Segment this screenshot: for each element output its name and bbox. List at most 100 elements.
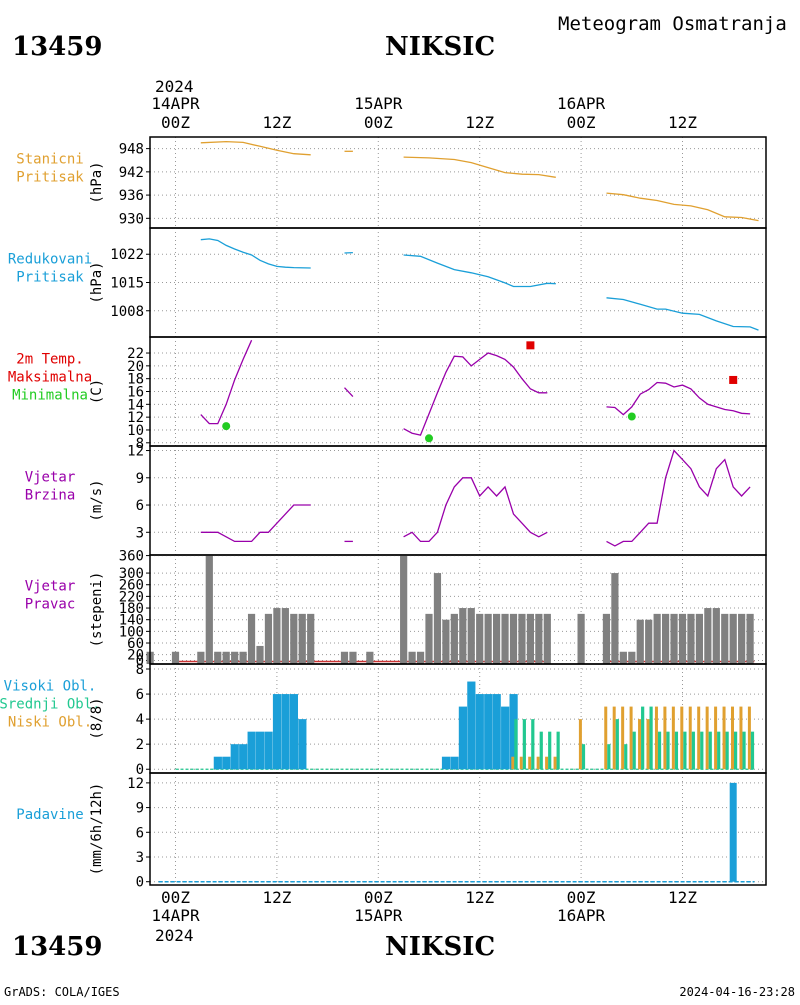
cloud-high-bar: [450, 757, 458, 770]
cloud-low-bar: [520, 757, 523, 770]
cloud-low-bar: [579, 719, 582, 769]
station-id-bottom: 13459: [12, 932, 102, 962]
y-tick-label: 6: [136, 498, 144, 514]
y-tick-label: 4: [136, 712, 144, 728]
cloud-high-bar: [273, 694, 281, 769]
cloud-high-bar: [476, 694, 484, 769]
cloud-mid-bar: [751, 732, 754, 770]
cloud-mid-bar: [540, 732, 543, 770]
cloud-low-bar: [748, 707, 751, 770]
wind-dir-bar: [442, 620, 449, 664]
cloud-low-bar: [630, 707, 633, 770]
cloud-mid-bar: [557, 732, 560, 770]
cloud-low-bar: [739, 707, 742, 770]
cloud-mid-bar: [607, 744, 610, 769]
panel-title-cloud_cover-2: Niski Obl.: [8, 715, 92, 731]
cloud-low-bar: [731, 707, 734, 770]
wind-dir-bar: [240, 652, 247, 664]
y-tick-label: 948: [119, 142, 144, 158]
wind-dir-bar: [299, 614, 306, 664]
bottom-time-label-1: 12Z: [262, 888, 291, 907]
wind-dir-bar: [620, 652, 627, 664]
cloud-mid-bar: [531, 719, 534, 769]
panel-title-temperature-1: Maksimalna: [8, 370, 92, 386]
wind-dir-bar: [265, 614, 272, 664]
cloud-mid-bar: [624, 744, 627, 769]
y-tick-label: 8: [136, 662, 144, 678]
panel-title-wind_speed-1: Brzina: [25, 488, 76, 504]
temp-min-marker: [222, 422, 230, 430]
y-axis-label-station_pressure: (hPa): [89, 161, 105, 203]
y-tick-label: 0: [136, 875, 144, 891]
cloud-high-bar: [442, 757, 450, 770]
wind-dir-bar: [409, 652, 416, 664]
cloud-low-bar: [545, 757, 548, 770]
top-time-label-4: 00Z: [567, 113, 596, 132]
cloud-low-bar: [723, 707, 726, 770]
cloud-low-bar: [537, 757, 540, 770]
panel-title-station_pressure-1: Pritisak: [16, 170, 84, 186]
wind-dir-bar: [223, 652, 230, 664]
cloud-low-bar: [680, 707, 683, 770]
y-tick-label: 930: [119, 211, 144, 227]
wind-dir-bar: [611, 573, 618, 664]
top-time-label-2: 00Z: [364, 113, 393, 132]
cloud-low-bar: [697, 707, 700, 770]
cloud-low-bar: [672, 707, 675, 770]
panel-title-precipitation-0: Padavine: [16, 807, 83, 823]
cloud-mid-bar: [717, 732, 720, 770]
cloud-low-bar: [511, 757, 514, 770]
wind-dir-bar: [231, 652, 238, 664]
panel-title-station_pressure-0: Stanicni: [16, 152, 83, 168]
top-date-label-4: 16APR: [557, 94, 606, 113]
cloud-high-bar: [459, 707, 467, 770]
y-tick-label: 300: [119, 566, 144, 582]
cloud-low-bar: [613, 707, 616, 770]
cloud-mid-bar: [666, 732, 669, 770]
wind-dir-bar: [654, 614, 661, 664]
wind-dir-bar: [307, 614, 314, 664]
wind-dir-bar: [451, 614, 458, 664]
y-tick-label: 22: [127, 346, 144, 362]
top-date-label-0: 14APR: [151, 94, 200, 113]
temp-max-marker: [729, 376, 737, 384]
bottom-time-label-5: 12Z: [668, 888, 697, 907]
y-axis-label-wind_direction: (stepeni): [89, 572, 105, 648]
product-title: Meteogram Osmatranja: [558, 13, 787, 35]
station-name-bottom: NIKSIC: [385, 932, 495, 962]
wind-dir-bar: [485, 614, 492, 664]
cloud-low-bar: [663, 707, 666, 770]
y-tick-label: 3: [136, 850, 144, 866]
cloud-mid-bar: [633, 732, 636, 770]
y-tick-label: 9: [136, 801, 144, 817]
cloud-low-bar: [638, 719, 641, 769]
station-name-top: NIKSIC: [385, 32, 495, 62]
cloud-high-bar: [290, 694, 298, 769]
wind-dir-bar: [578, 614, 585, 664]
cloud-high-bar: [222, 757, 230, 770]
wind-dir-bar: [738, 614, 745, 664]
wind-dir-bar: [468, 608, 475, 664]
cloud-low-bar: [528, 757, 531, 770]
cloud-high-bar: [248, 732, 256, 770]
cloud-high-bar: [467, 682, 475, 770]
cloud-mid-bar: [523, 719, 526, 769]
y-tick-label: 942: [119, 165, 144, 181]
cloud-high-bar: [493, 694, 501, 769]
top-date-label-2: 15APR: [354, 94, 403, 113]
bottom-time-label-2: 00Z: [364, 888, 393, 907]
wind-dir-bar: [544, 614, 551, 664]
top-time-label-0: 00Z: [161, 113, 190, 132]
cloud-mid-bar: [683, 732, 686, 770]
wind-dir-bar: [206, 556, 213, 664]
cloud-mid-bar: [641, 707, 644, 770]
wind-dir-bar: [425, 614, 432, 664]
cloud-low-bar: [689, 707, 692, 770]
cloud-mid-bar: [692, 732, 695, 770]
wind-dir-bar: [713, 608, 720, 664]
top-time-label-1: 12Z: [262, 113, 291, 132]
wind-dir-bar: [273, 608, 280, 664]
top-time-label-5: 12Z: [668, 113, 697, 132]
temp-min-marker: [425, 434, 433, 442]
